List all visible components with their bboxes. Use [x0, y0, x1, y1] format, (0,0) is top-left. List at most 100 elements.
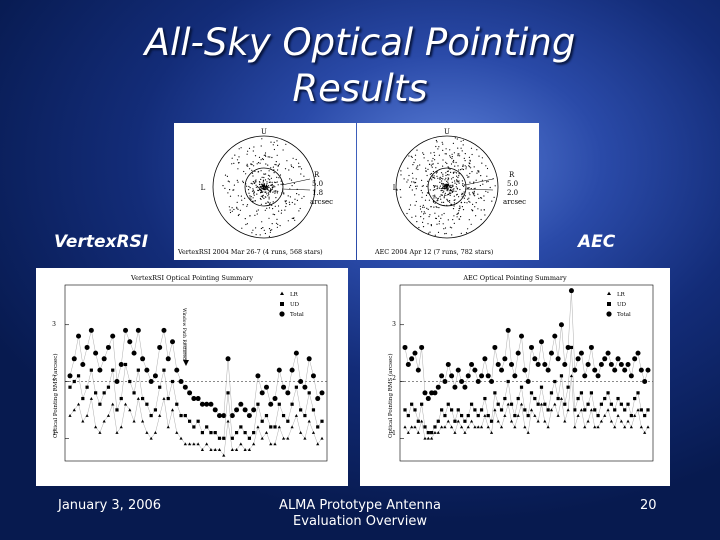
point-ud: [187, 419, 192, 423]
star-point: [237, 168, 239, 170]
star-point: [460, 140, 462, 142]
star-point: [441, 194, 443, 196]
star-point: [481, 162, 483, 164]
point-total: [293, 350, 299, 356]
star-point: [262, 188, 264, 190]
star-point: [261, 188, 263, 190]
point-lr: [264, 431, 269, 434]
point-total: [575, 356, 581, 362]
star-point: [273, 148, 275, 151]
star-point: [242, 181, 244, 184]
summary-chart-aec-svg: AEC Optical Pointing Summary Optical Poi…: [387, 274, 654, 462]
star-point: [441, 189, 443, 191]
point-total: [482, 356, 488, 362]
point-total: [542, 361, 548, 367]
star-point: [274, 163, 276, 166]
point-total: [635, 350, 641, 356]
star-point: [449, 226, 451, 228]
star-point: [407, 167, 409, 169]
star-point: [298, 194, 300, 196]
star-point: [270, 167, 272, 169]
star-point: [280, 212, 282, 214]
star-point: [435, 145, 437, 148]
point-lr: [509, 419, 514, 423]
point-lr: [273, 442, 277, 446]
star-point: [426, 207, 428, 209]
pointer-line-1: [464, 178, 494, 186]
star-point: [280, 180, 282, 182]
star-point: [450, 184, 452, 186]
point-lr: [420, 419, 424, 423]
star-point: [277, 223, 279, 225]
point-total: [97, 367, 103, 373]
star-point: [446, 162, 448, 165]
slide-title: All-Sky Optical Pointing Results: [0, 20, 720, 112]
star-point: [274, 186, 276, 188]
point-lr: [123, 402, 128, 406]
star-point: [468, 192, 470, 194]
point-total: [509, 361, 515, 367]
star-point: [449, 186, 451, 188]
star-point: [271, 184, 273, 186]
point-total: [268, 401, 274, 407]
star-point: [256, 213, 258, 215]
star-point: [442, 187, 444, 190]
star-point: [427, 184, 429, 186]
star-point: [422, 152, 424, 154]
point-ud: [98, 402, 102, 406]
star-point: [255, 181, 257, 183]
point-ud: [543, 402, 547, 406]
star-point: [445, 185, 447, 187]
star-point: [477, 193, 479, 195]
star-point: [484, 214, 486, 216]
star-point: [465, 232, 468, 234]
point-lr: [196, 442, 200, 446]
point-total: [131, 350, 137, 356]
star-point: [474, 187, 476, 189]
point-ud: [499, 408, 504, 412]
point-lr: [609, 419, 613, 423]
point-ud: [149, 413, 153, 418]
point-lr: [499, 425, 504, 429]
star-point: [269, 191, 271, 193]
star-point: [268, 181, 270, 183]
point-ud: [606, 391, 610, 395]
point-ud: [589, 391, 594, 395]
point-lr: [98, 431, 102, 434]
star-point: [282, 183, 284, 185]
point-ud: [243, 431, 247, 435]
point-ud: [234, 431, 239, 435]
star-point: [466, 202, 468, 204]
star-point: [443, 204, 445, 207]
star-point: [439, 196, 441, 198]
star-point: [469, 181, 471, 183]
point-ud: [128, 379, 132, 384]
point-total: [259, 390, 265, 396]
star-point: [271, 181, 273, 183]
point-ud: [230, 436, 234, 440]
polar-caption: AEC 2004 Apr 12 (7 runs, 782 stars): [374, 248, 493, 256]
star-point: [238, 213, 240, 216]
star-point: [267, 185, 269, 187]
star-point: [443, 186, 445, 188]
star-point: [271, 204, 273, 206]
star-point: [254, 200, 256, 202]
star-point: [457, 176, 459, 179]
star-point: [262, 158, 264, 161]
star-point: [463, 184, 466, 186]
star-point: [261, 221, 263, 223]
star-point: [453, 202, 455, 204]
star-point: [480, 218, 482, 221]
star-point: [265, 202, 267, 204]
point-total: [612, 367, 618, 373]
point-ud: [115, 408, 119, 412]
star-point: [271, 223, 273, 225]
polar-outer-circle: [212, 135, 316, 239]
star-point: [452, 185, 454, 187]
star-point: [419, 205, 421, 207]
star-point: [464, 165, 466, 167]
star-point: [237, 195, 239, 197]
point-lr: [573, 425, 577, 429]
star-point: [425, 170, 427, 172]
star-point: [422, 226, 425, 228]
